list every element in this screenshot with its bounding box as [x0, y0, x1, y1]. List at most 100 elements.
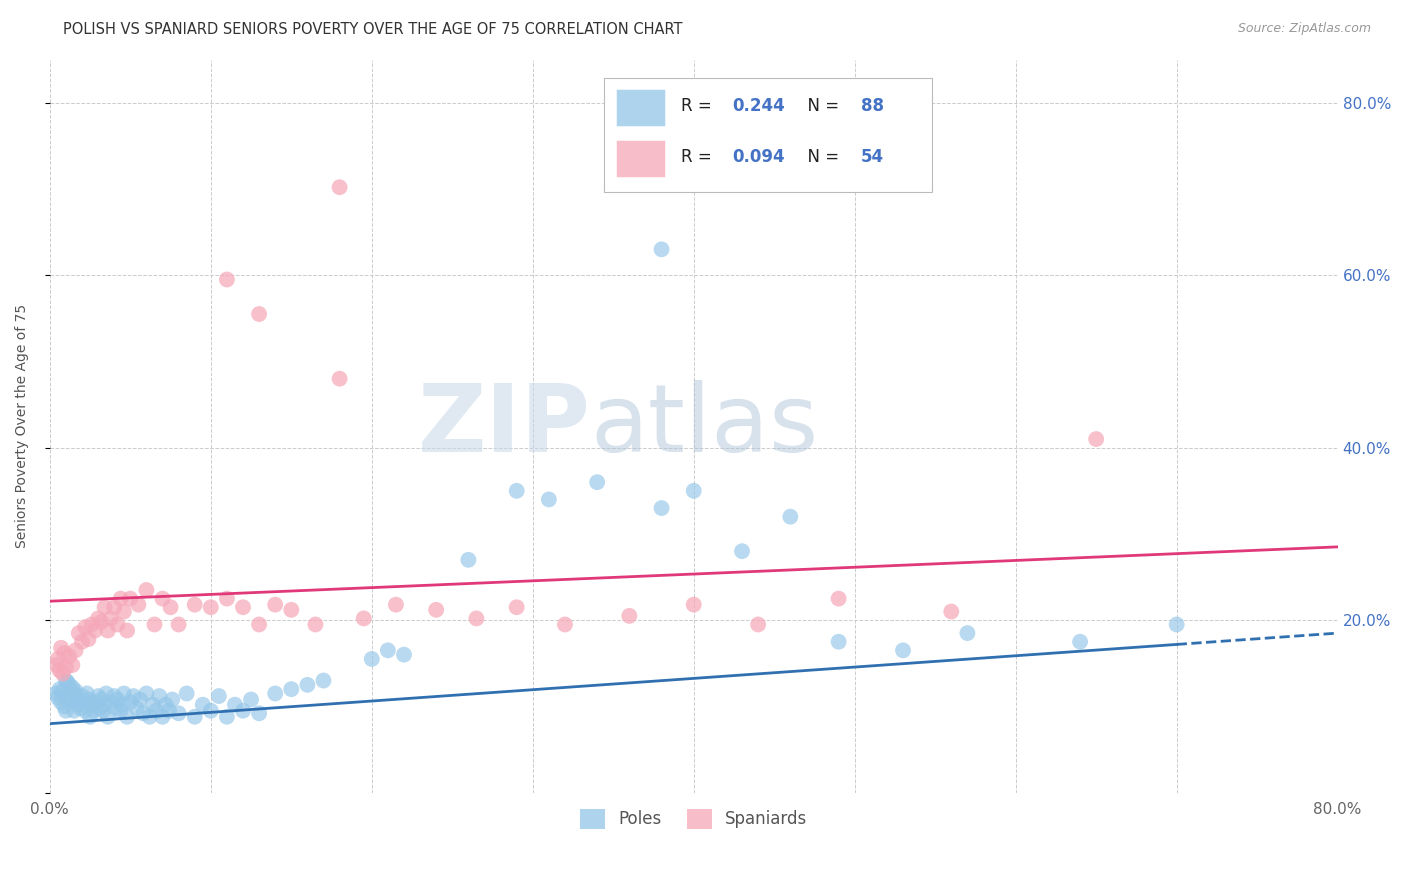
- Point: [779, 509, 801, 524]
- Point: [160, 692, 183, 706]
- Point: [145, 704, 167, 718]
- FancyBboxPatch shape: [616, 89, 665, 126]
- Point: [247, 307, 270, 321]
- Text: atlas: atlas: [591, 380, 818, 472]
- Point: [232, 704, 254, 718]
- Point: [97, 710, 120, 724]
- Point: [53, 646, 76, 660]
- Point: [112, 605, 135, 619]
- Point: [115, 710, 138, 724]
- Point: [167, 706, 190, 721]
- Point: [45, 658, 67, 673]
- Point: [377, 643, 399, 657]
- Point: [63, 704, 86, 718]
- Point: [58, 689, 80, 703]
- Point: [49, 640, 72, 655]
- Text: 54: 54: [860, 148, 884, 166]
- Point: [107, 692, 129, 706]
- Point: [69, 701, 91, 715]
- Point: [682, 483, 704, 498]
- Point: [247, 617, 270, 632]
- Point: [103, 600, 125, 615]
- Point: [111, 698, 134, 712]
- Point: [110, 704, 132, 718]
- Point: [280, 682, 302, 697]
- Point: [224, 698, 246, 712]
- Point: [240, 692, 263, 706]
- Point: [45, 686, 67, 700]
- Point: [135, 582, 157, 597]
- Point: [1069, 634, 1091, 648]
- Point: [247, 706, 270, 721]
- Point: [827, 591, 849, 606]
- Text: N =: N =: [797, 97, 844, 115]
- Point: [75, 620, 97, 634]
- Point: [280, 603, 302, 617]
- Point: [93, 600, 115, 615]
- Text: ZIP: ZIP: [418, 380, 591, 472]
- Point: [52, 684, 75, 698]
- Point: [115, 624, 138, 638]
- Point: [200, 704, 222, 718]
- Point: [46, 690, 69, 705]
- Point: [891, 643, 914, 657]
- Point: [58, 649, 80, 664]
- Point: [215, 272, 238, 286]
- Point: [120, 591, 142, 606]
- Point: [537, 492, 560, 507]
- FancyBboxPatch shape: [616, 140, 665, 177]
- Point: [129, 692, 152, 706]
- Point: [65, 643, 87, 657]
- Point: [90, 692, 112, 706]
- Point: [176, 686, 198, 700]
- Point: [63, 686, 86, 700]
- Point: [353, 611, 375, 625]
- Point: [138, 710, 160, 724]
- Point: [232, 600, 254, 615]
- Point: [132, 706, 155, 721]
- Point: [87, 689, 110, 703]
- Point: [59, 692, 82, 706]
- Point: [312, 673, 335, 688]
- Point: [46, 652, 69, 666]
- Point: [329, 372, 352, 386]
- Point: [152, 591, 174, 606]
- Point: [100, 695, 122, 709]
- Point: [96, 686, 118, 700]
- Point: [941, 605, 963, 619]
- FancyBboxPatch shape: [603, 78, 932, 192]
- Point: [55, 660, 77, 674]
- Point: [80, 698, 103, 712]
- Point: [122, 689, 145, 703]
- Legend: Poles, Spaniards: Poles, Spaniards: [574, 802, 814, 836]
- Point: [827, 634, 849, 648]
- Point: [77, 632, 100, 647]
- Point: [956, 626, 979, 640]
- Text: 0.244: 0.244: [733, 97, 785, 115]
- Point: [97, 624, 120, 638]
- Point: [76, 686, 98, 700]
- Point: [155, 698, 177, 712]
- Point: [70, 634, 93, 648]
- Point: [651, 243, 673, 257]
- Point: [183, 710, 205, 724]
- Point: [110, 591, 132, 606]
- Point: [329, 180, 352, 194]
- Point: [505, 483, 527, 498]
- Text: POLISH VS SPANIARD SENIORS POVERTY OVER THE AGE OF 75 CORRELATION CHART: POLISH VS SPANIARD SENIORS POVERTY OVER …: [63, 22, 683, 37]
- Point: [682, 598, 704, 612]
- Point: [93, 698, 115, 712]
- Point: [90, 615, 112, 629]
- Point: [651, 501, 673, 516]
- Point: [125, 701, 148, 715]
- Point: [425, 603, 447, 617]
- Point: [200, 600, 222, 615]
- Point: [392, 648, 415, 662]
- Point: [148, 689, 170, 703]
- Point: [67, 626, 90, 640]
- Point: [82, 704, 104, 718]
- Point: [143, 617, 166, 632]
- Point: [127, 598, 149, 612]
- Point: [58, 678, 80, 692]
- Point: [167, 617, 190, 632]
